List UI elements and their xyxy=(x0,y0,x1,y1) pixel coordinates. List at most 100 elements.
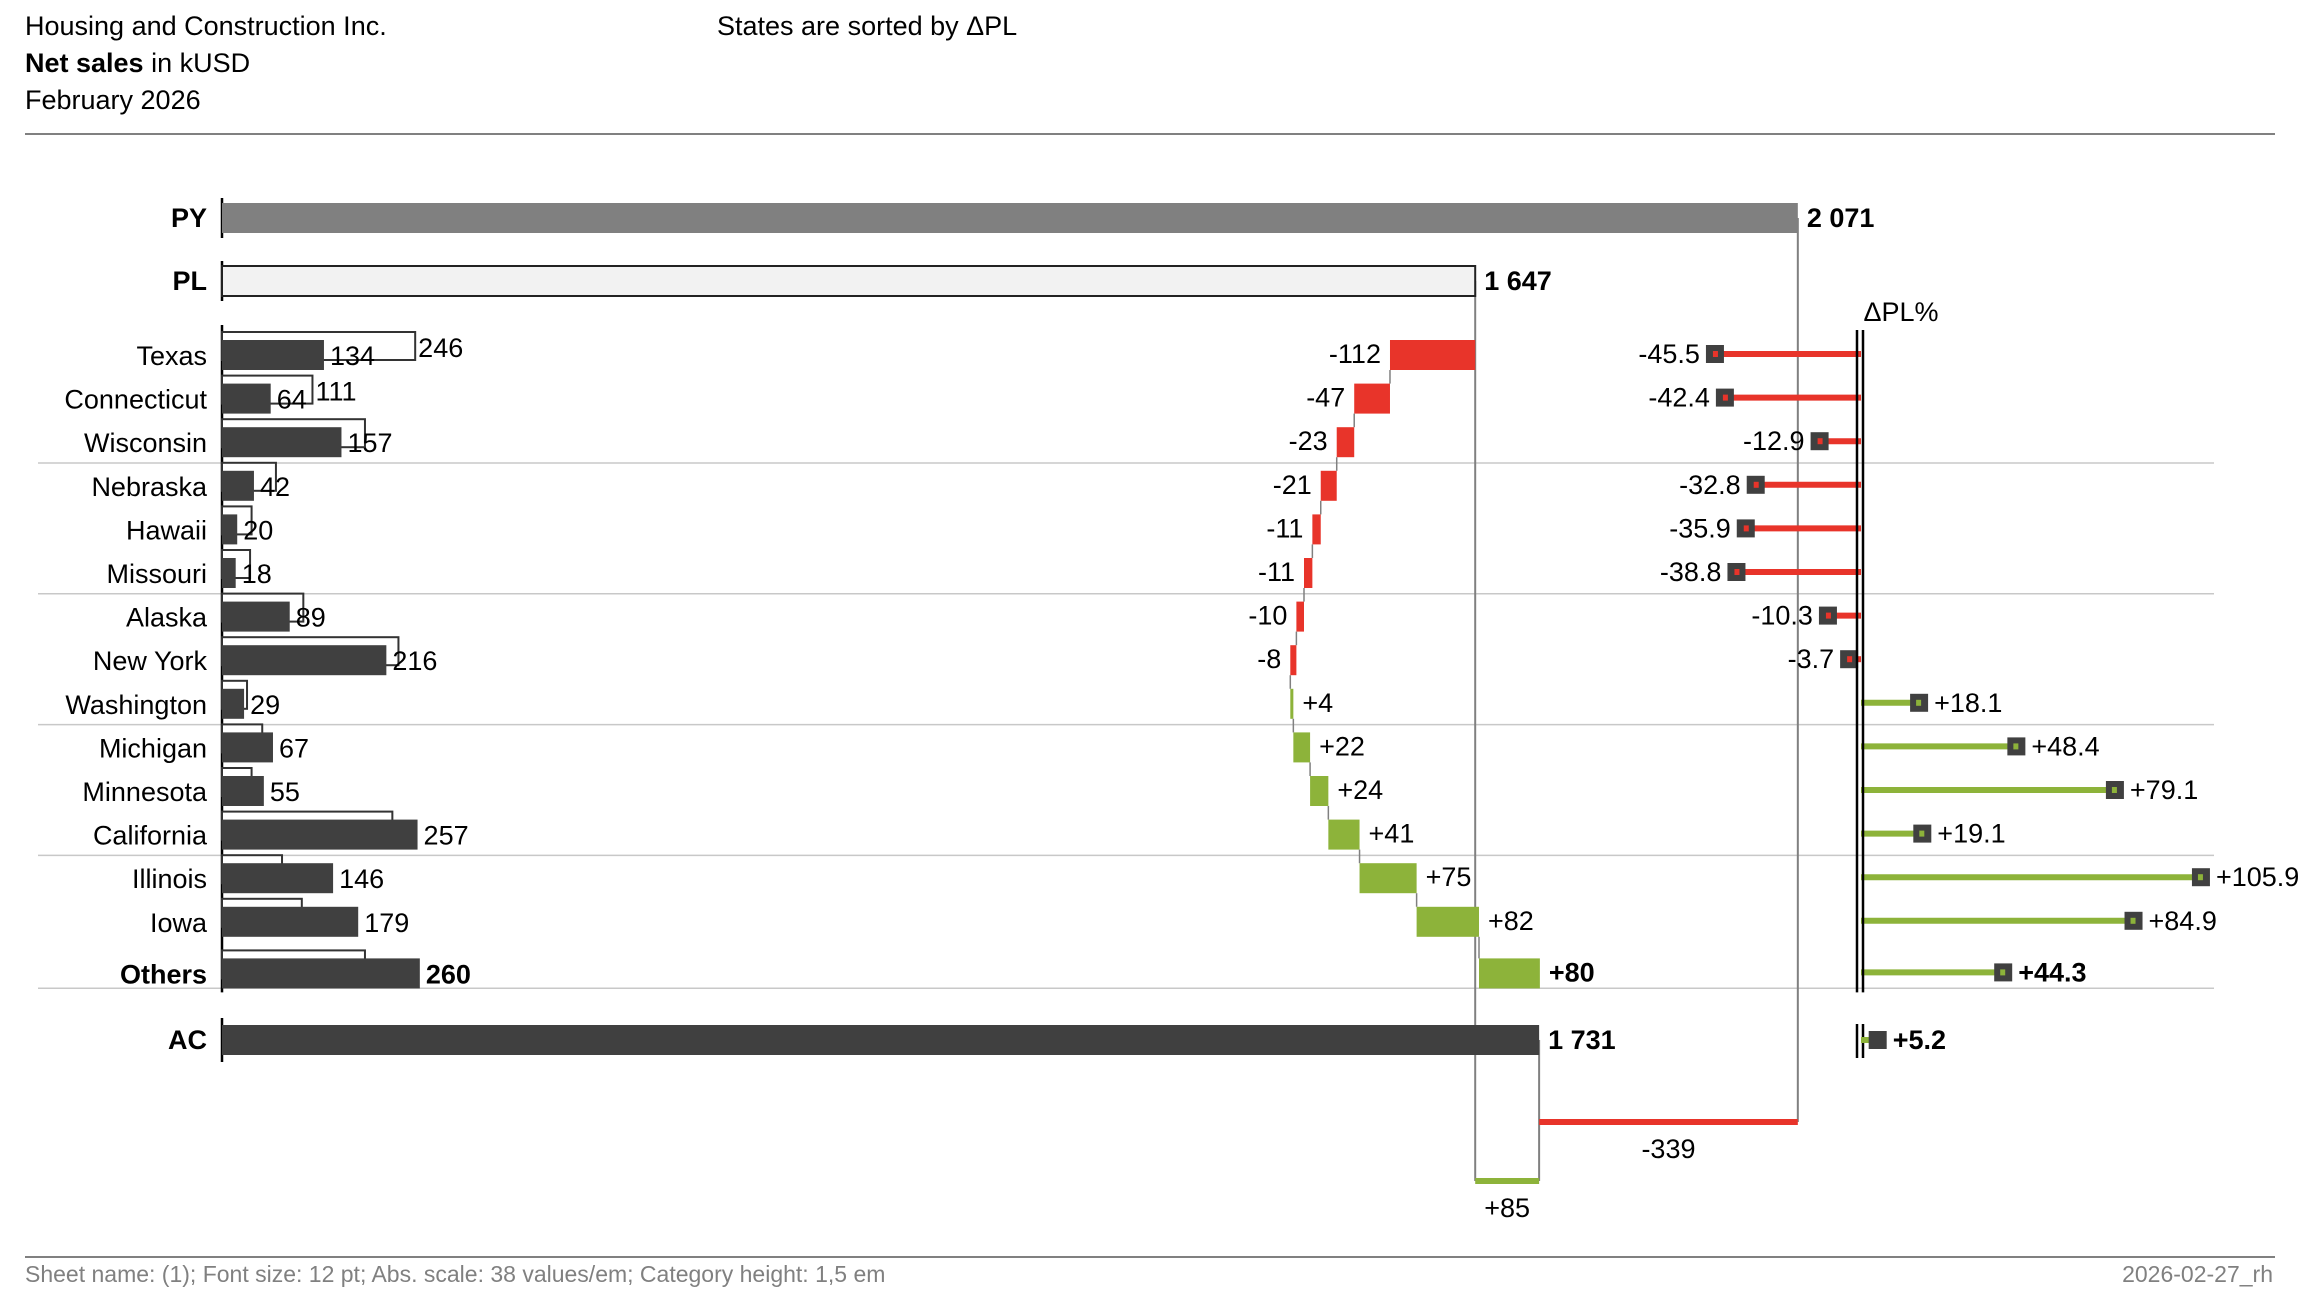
delta-pct-marker-core xyxy=(1722,394,1728,401)
category-label: Alaska xyxy=(126,603,208,633)
ac-bar xyxy=(222,906,359,937)
ac-bar-label: 18 xyxy=(242,559,272,589)
total-delta-pct-marker xyxy=(1868,1031,1887,1049)
category-label: Illinois xyxy=(132,864,207,894)
ac-bar-label: 260 xyxy=(426,959,471,989)
delta-bar xyxy=(1290,645,1297,676)
ac-bar-label: 29 xyxy=(250,690,280,720)
delta-label: -10 xyxy=(1248,601,1287,631)
category-label: Others xyxy=(120,959,207,989)
ac-bar xyxy=(222,340,324,370)
delta-bar xyxy=(1293,732,1311,763)
delta-pct-label: -45.5 xyxy=(1638,339,1700,369)
delta-pct-label: +19.1 xyxy=(1937,819,2005,849)
delta-pct-header: ΔPL% xyxy=(1863,297,1938,327)
ac-bar-label: 55 xyxy=(270,777,300,807)
ac-bar xyxy=(222,645,387,676)
delta-pct-label: -42.4 xyxy=(1648,383,1710,413)
footer-rule xyxy=(25,1256,2275,1258)
delta-pct-marker-core xyxy=(1847,656,1853,663)
delta-pct-marker-core xyxy=(1734,569,1740,575)
ac-bar xyxy=(222,688,245,719)
ac-bar-label: 89 xyxy=(296,603,326,633)
delta-label: +75 xyxy=(1426,862,1472,892)
delta-bar xyxy=(1479,958,1540,989)
delta-label: -11 xyxy=(1258,557,1295,587)
header-rule xyxy=(25,133,2275,135)
delta-label: +82 xyxy=(1488,906,1534,936)
delta-pct-label: +84.9 xyxy=(2149,906,2217,936)
py-total-bar xyxy=(222,203,1798,233)
delta-label: -23 xyxy=(1289,426,1328,456)
chart-header: Housing and Construction Inc. Net sales … xyxy=(25,8,387,119)
delta-bar xyxy=(1320,470,1337,501)
ac-bar xyxy=(222,558,236,588)
delta-label: +41 xyxy=(1369,819,1415,849)
measure-unit: in kUSD xyxy=(143,48,251,78)
delta-pct-marker-core xyxy=(2000,969,2006,976)
delta-pct-label: -12.9 xyxy=(1743,426,1805,456)
delta-pct-label: -3.7 xyxy=(1788,644,1835,674)
ac-bar xyxy=(222,819,418,850)
ac-value-label: 1 731 xyxy=(1548,1025,1616,1055)
delta-pct-marker-core xyxy=(1916,699,1922,706)
ac-bar xyxy=(222,863,334,894)
delta-pct-label: +18.1 xyxy=(1934,688,2002,718)
delta-bar xyxy=(1354,383,1390,414)
delta-pct-marker-core xyxy=(2130,917,2136,924)
variance-py-label: -339 xyxy=(1641,1134,1695,1164)
ac-bar xyxy=(222,958,420,989)
total-delta-pct-label: +5.2 xyxy=(1893,1025,1946,1055)
measure-title: Net sales in kUSD xyxy=(25,45,387,82)
delta-label: -8 xyxy=(1257,644,1281,674)
category-label: Missouri xyxy=(106,559,207,589)
company-name: Housing and Construction Inc. xyxy=(25,11,387,41)
delta-bar xyxy=(1303,558,1313,588)
ac-bar-label: 216 xyxy=(392,646,437,676)
ac-bar-label: 257 xyxy=(424,821,469,851)
footer-stamp: 2026-02-27_rh xyxy=(2122,1261,2273,1287)
pl-total-bar xyxy=(221,265,1477,297)
category-label: Connecticut xyxy=(64,385,207,415)
delta-pct-marker-core xyxy=(2197,874,2203,881)
delta-pct-label: -35.9 xyxy=(1669,513,1731,543)
delta-bar xyxy=(1312,514,1321,545)
delta-label: +4 xyxy=(1302,688,1333,718)
pl-bar-label: 111 xyxy=(315,377,356,407)
category-label: Minnesota xyxy=(82,777,208,807)
delta-pct-label: +44.3 xyxy=(2018,957,2086,987)
category-label: Washington xyxy=(65,690,207,720)
category-label: Michigan xyxy=(99,733,207,763)
ac-bar-label: 146 xyxy=(339,864,384,894)
sort-note: States are sorted by ΔPL xyxy=(717,11,1018,41)
category-label: New York xyxy=(93,646,208,676)
delta-bar xyxy=(1389,340,1476,370)
delta-bar xyxy=(1336,427,1355,458)
category-label: Iowa xyxy=(150,908,208,938)
pl-row-label: PL xyxy=(172,266,207,296)
ac-bar xyxy=(222,383,271,414)
category-label: California xyxy=(93,821,208,851)
delta-label: -11 xyxy=(1266,513,1303,543)
category-label: Texas xyxy=(136,341,207,371)
category-label: Wisconsin xyxy=(84,428,207,458)
delta-label: +22 xyxy=(1319,731,1365,761)
delta-label: -112 xyxy=(1329,339,1381,369)
ac-row-label: AC xyxy=(168,1025,207,1055)
delta-pct-label: +105.9 xyxy=(2216,862,2298,892)
period-label: February 2026 xyxy=(25,85,201,115)
delta-bar xyxy=(1290,688,1294,719)
delta-label: +80 xyxy=(1549,957,1595,987)
delta-label: -47 xyxy=(1306,383,1345,413)
delta-pct-marker-core xyxy=(1712,351,1718,357)
delta-pct-label: -32.8 xyxy=(1679,470,1741,500)
py-value-label: 2 071 xyxy=(1807,203,1875,233)
delta-pct-label: +48.4 xyxy=(2031,731,2099,761)
delta-label: -21 xyxy=(1273,470,1312,500)
delta-pct-marker-core xyxy=(1825,612,1831,619)
delta-pct-marker-core xyxy=(2013,743,2019,750)
measure-bold: Net sales xyxy=(25,48,144,78)
ac-bar-label: 179 xyxy=(364,908,409,938)
delta-pct-marker-core xyxy=(1753,481,1759,488)
delta-bar xyxy=(1328,819,1360,850)
